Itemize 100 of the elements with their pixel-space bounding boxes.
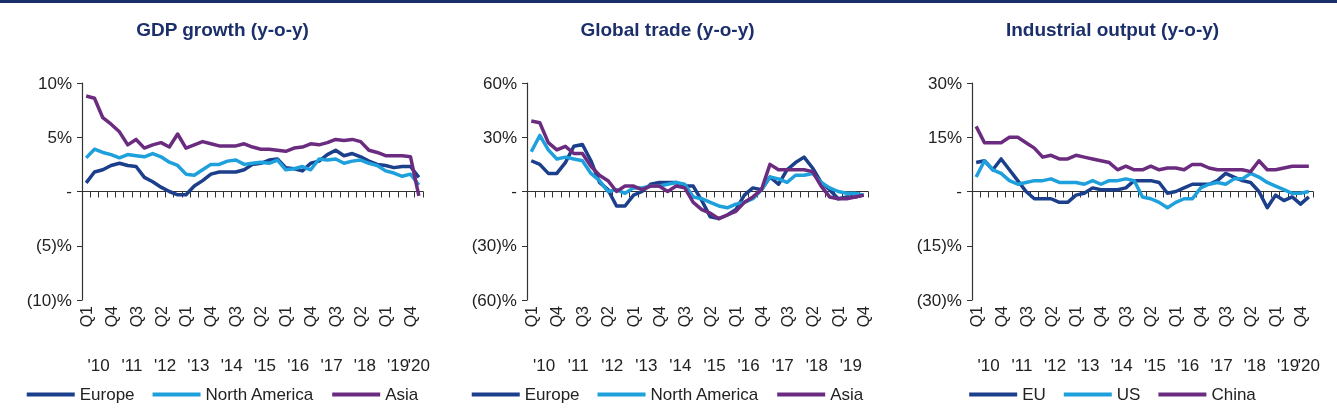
text: '16: [287, 356, 310, 375]
text: '18: [805, 356, 828, 375]
legend-label: Asia: [385, 385, 419, 404]
x-tick-label: Q3: [127, 305, 145, 328]
x-tick-label: Q1: [967, 305, 985, 328]
x-tick-label: Q4: [1092, 305, 1110, 328]
x-tick-label: Q4: [752, 305, 770, 328]
x-tick-label: Q4: [992, 305, 1010, 328]
legend-label: North America: [205, 385, 314, 404]
text: '17: [1210, 356, 1233, 375]
text: '20: [407, 356, 430, 375]
legend-label: North America: [650, 385, 759, 404]
text: '15: [703, 356, 726, 375]
text: '11: [121, 356, 143, 375]
x-tick-label: Q2: [1042, 305, 1060, 328]
y-tick-label: 60%: [482, 73, 517, 93]
text: '19: [386, 356, 410, 375]
x-tick-label: Q1: [1167, 305, 1185, 328]
y-tick-label: -: [956, 182, 962, 201]
text: '12: [1044, 356, 1067, 375]
x-tick-label: Q4: [855, 305, 873, 328]
text: '13: [187, 356, 210, 375]
x-tick-label: Q2: [252, 305, 270, 328]
x-tick-label: Q2: [804, 305, 822, 328]
x-tick-label: Q3: [573, 305, 591, 328]
x-tick-label: Q4: [102, 305, 120, 328]
legend-label: EU: [1022, 385, 1046, 404]
text: '19: [1276, 356, 1300, 375]
x-tick-label: Q3: [227, 305, 245, 328]
x-tick-label: Q1: [377, 305, 395, 328]
text: '18: [353, 356, 376, 375]
x-tick-label: Q2: [599, 305, 617, 328]
text: '13: [635, 356, 658, 375]
x-tick-label: Q1: [1267, 305, 1285, 328]
text: '15: [1143, 356, 1167, 375]
text: '17: [320, 356, 343, 375]
x-tick-label: Q4: [402, 305, 420, 328]
text: '12: [154, 356, 177, 375]
text: '13: [1077, 356, 1100, 375]
y-tick-label: 10%: [37, 73, 72, 93]
x-tick-label: Q3: [327, 305, 345, 328]
x-tick-label: Q1: [1067, 305, 1085, 328]
x-tick-label: Q1: [522, 305, 540, 328]
text: '10: [977, 356, 1000, 375]
x-tick-label: Q1: [727, 305, 745, 328]
legend-label: Asia: [830, 385, 864, 404]
text: '16: [737, 356, 760, 375]
y-tick-label: (30)%: [916, 290, 962, 310]
text: '15: [253, 356, 277, 375]
y-tick-label: 30%: [927, 73, 962, 93]
text: '18: [1243, 356, 1266, 375]
text: '10: [87, 356, 110, 375]
x-tick-label: Q3: [1017, 305, 1035, 328]
y-tick-label: (15)%: [916, 236, 962, 256]
x-tick-label: Q3: [778, 305, 796, 328]
chart-title: Industrial output (y-o-y): [1005, 19, 1220, 40]
x-tick-label: Q4: [202, 305, 220, 328]
chart-title: Global trade (y-o-y): [580, 19, 755, 40]
text: '12: [601, 356, 624, 375]
text: '14: [669, 356, 692, 375]
legend-label: US: [1116, 385, 1141, 404]
text: '17: [771, 356, 794, 375]
y-tick-label: (5)%: [36, 236, 72, 256]
legend-label: China: [1211, 385, 1257, 404]
text: '10: [532, 356, 556, 375]
text: '19: [839, 356, 863, 375]
text: '16: [1177, 356, 1200, 375]
x-tick-label: Q2: [152, 305, 170, 328]
x-tick-label: Q2: [1142, 305, 1160, 328]
y-tick-label: (60)%: [471, 290, 517, 310]
x-tick-label: Q4: [302, 305, 320, 328]
x-tick-label: Q4: [1192, 305, 1210, 328]
x-tick-label: Q3: [676, 305, 694, 328]
x-tick-label: Q1: [177, 305, 195, 328]
x-tick-label: Q2: [1242, 305, 1260, 328]
legend-label: Europe: [524, 385, 580, 404]
x-tick-label: Q1: [829, 305, 847, 328]
line-series: [974, 124, 1311, 174]
x-tick-label: Q1: [77, 305, 95, 328]
y-tick-label: -: [66, 182, 72, 201]
x-tick-label: Q1: [277, 305, 295, 328]
x-tick-label: Q4: [548, 305, 566, 328]
x-tick-label: Q1: [625, 305, 643, 328]
text: '11: [567, 356, 589, 375]
x-tick-label: Q3: [1217, 305, 1235, 328]
y-tick-label: 15%: [927, 127, 962, 147]
x-tick-label: Q3: [1117, 305, 1135, 328]
legend-label: Europe: [79, 385, 135, 404]
chart-title: GDP growth (y-o-y): [136, 19, 309, 40]
y-tick-label: 5%: [47, 127, 72, 147]
y-tick-label: 30%: [482, 127, 517, 147]
text: '14: [1110, 356, 1133, 375]
x-tick-label: Q4: [1292, 305, 1310, 328]
y-tick-label: (30)%: [471, 236, 517, 256]
y-tick-label: -: [511, 182, 517, 201]
y-tick-label: (10)%: [26, 290, 72, 310]
x-tick-label: Q2: [352, 305, 370, 328]
text: '14: [220, 356, 243, 375]
x-tick-label: Q2: [701, 305, 719, 328]
text: '20: [1297, 356, 1320, 375]
